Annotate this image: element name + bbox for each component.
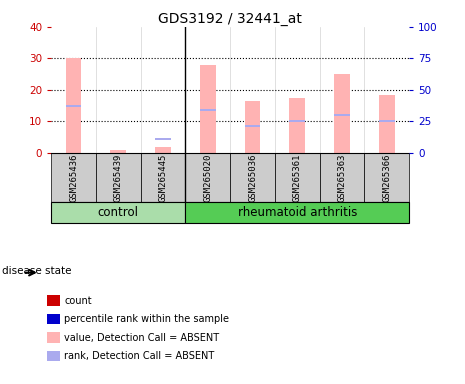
- Text: GSM265361: GSM265361: [293, 154, 302, 202]
- Text: count: count: [64, 296, 92, 306]
- Bar: [200, 109, 216, 111]
- Bar: [200, 65, 216, 153]
- Text: percentile rank within the sample: percentile rank within the sample: [64, 314, 229, 324]
- Bar: [379, 121, 395, 122]
- Text: disease state: disease state: [2, 266, 72, 276]
- Bar: [245, 125, 260, 127]
- Text: rheumatoid arthritis: rheumatoid arthritis: [238, 206, 357, 219]
- Bar: [290, 98, 305, 153]
- Text: rank, Detection Call = ABSENT: rank, Detection Call = ABSENT: [64, 351, 214, 361]
- Bar: [186, 153, 230, 202]
- Bar: [334, 114, 350, 116]
- Bar: [111, 150, 126, 153]
- Bar: [245, 101, 260, 153]
- Bar: [320, 153, 365, 202]
- Text: control: control: [98, 206, 139, 219]
- Bar: [290, 121, 305, 122]
- Bar: [275, 153, 320, 202]
- Text: value, Detection Call = ABSENT: value, Detection Call = ABSENT: [64, 333, 219, 343]
- Bar: [51, 202, 186, 223]
- Text: GSM265366: GSM265366: [382, 154, 392, 202]
- Text: GSM265439: GSM265439: [114, 154, 123, 202]
- Bar: [66, 105, 81, 107]
- Text: GSM265363: GSM265363: [338, 154, 346, 202]
- Bar: [51, 153, 96, 202]
- Text: GSM265436: GSM265436: [69, 154, 78, 202]
- Title: GDS3192 / 32441_at: GDS3192 / 32441_at: [158, 12, 302, 26]
- Bar: [334, 74, 350, 153]
- Bar: [155, 138, 171, 140]
- Bar: [186, 202, 409, 223]
- Bar: [379, 94, 395, 153]
- Text: GSM265020: GSM265020: [203, 154, 213, 202]
- Text: GSM265036: GSM265036: [248, 154, 257, 202]
- Text: GSM265445: GSM265445: [159, 154, 167, 202]
- Bar: [140, 153, 186, 202]
- Bar: [66, 58, 81, 153]
- Bar: [365, 153, 409, 202]
- Bar: [230, 153, 275, 202]
- Bar: [155, 147, 171, 153]
- Bar: [96, 153, 140, 202]
